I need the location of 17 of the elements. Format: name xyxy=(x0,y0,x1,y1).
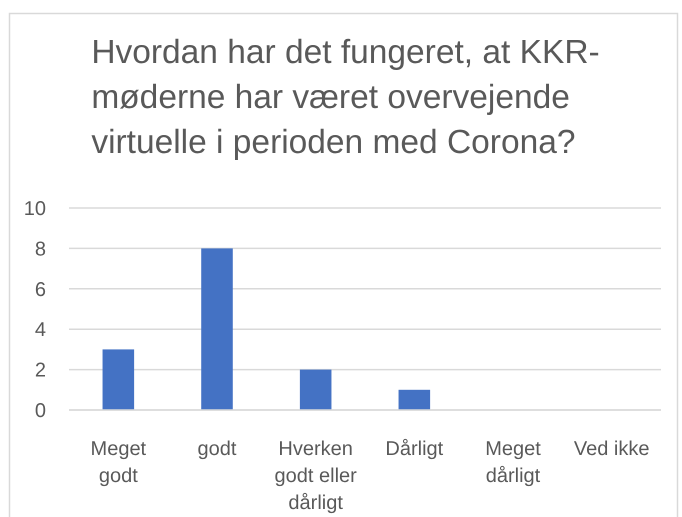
bar xyxy=(398,390,430,410)
x-tick-label: Ved ikke xyxy=(574,438,650,460)
x-tick-label: Meget godt xyxy=(90,438,147,487)
y-tick-label: 8 xyxy=(34,238,46,260)
x-tick-label: Dårligt xyxy=(385,438,444,460)
x-tick-label: Meget dårligt xyxy=(485,438,542,487)
y-tick-label: 0 xyxy=(34,400,46,422)
y-tick-label: 4 xyxy=(34,319,46,342)
x-tick-label: godt xyxy=(198,438,237,460)
chart-title: Hvordan har det fungeret, at KKR-møderne har været overvejende virtuelle i perioden med Corona? xyxy=(91,34,600,161)
y-tick-label: 10 xyxy=(24,198,46,220)
bar xyxy=(201,248,233,410)
bar xyxy=(102,349,134,410)
y-tick-label: 6 xyxy=(34,278,46,301)
bar xyxy=(300,370,332,410)
y-tick-label: 2 xyxy=(34,360,46,382)
x-tick-label: Hverken godt eller dårligt xyxy=(274,438,358,514)
